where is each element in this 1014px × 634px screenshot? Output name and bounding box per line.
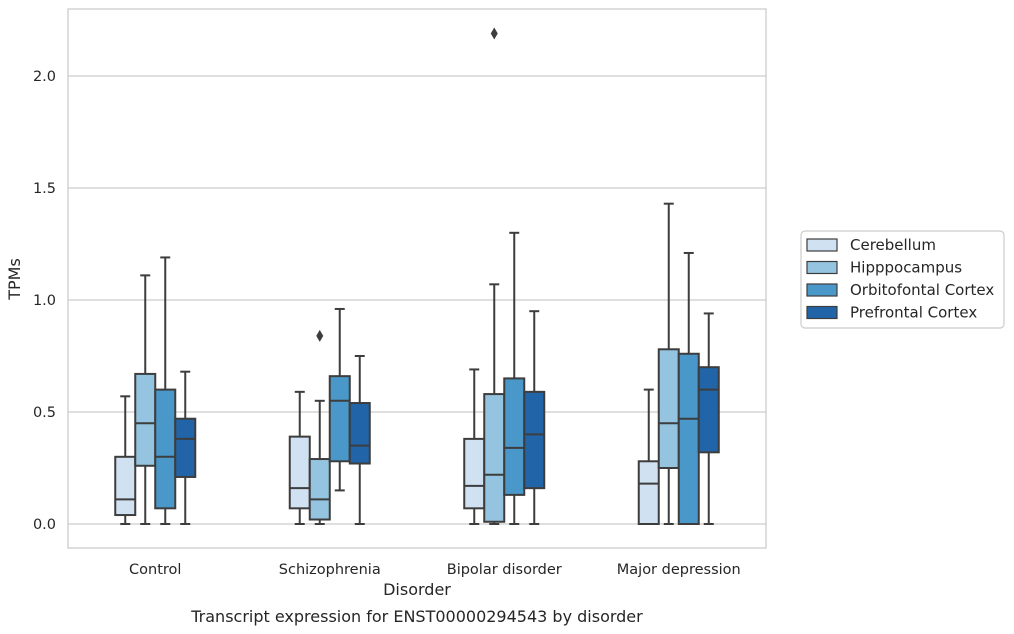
y-tick-label: 2.0 [33,69,56,85]
box [114,395,137,525]
box-body [328,375,351,463]
box [308,329,331,525]
box-body [483,393,506,523]
box [697,312,720,525]
box [154,256,177,525]
y-tick-labels: 0.0 0.5 1.0 1.5 2.0 [33,69,56,533]
box-body [697,366,720,454]
box-body [174,417,197,478]
box [174,370,197,525]
box [288,390,311,525]
legend-swatch [806,238,838,252]
legend-frame [800,230,1005,329]
outlier-point [316,329,324,342]
legend: Cerebellum Hipppocampus Orbitofontal Corte… [800,230,1005,329]
x-axis-label: Disorder [383,580,451,599]
box [523,310,546,525]
box-body [288,435,311,510]
legend-swatch [806,260,838,275]
box-body [503,377,526,496]
box-body [637,460,660,525]
box-body [677,352,700,526]
box-body [114,455,137,517]
legend-label: Prefrontal Cortex [850,304,977,322]
x-tick-label: Bipolar disorder [447,562,562,578]
plot-frame [67,8,767,549]
x-tick-labels: Control Schizophrenia Bipolar disorder Majo… [129,562,741,578]
box [328,307,351,492]
y-tick-label: 0.0 [33,517,56,533]
box-body [463,437,486,510]
box-body [523,390,546,490]
y-tick-label: 1.0 [33,293,56,309]
box-body [134,372,157,467]
legend-label: Orbitofontal Cortex [850,281,994,299]
y-tick-label: 0.5 [33,405,56,421]
chart-title: Transcript expression for ENST0000029454… [190,607,643,626]
box-body [348,402,371,465]
box [348,355,371,525]
x-tick-label: Control [129,562,181,578]
box-group [114,27,720,526]
y-tick-label: 1.5 [33,181,56,197]
outlier-point [490,27,498,40]
legend-swatch [806,283,838,297]
legend-swatch [806,305,838,320]
legend-label: Hipppocampus [850,259,962,277]
box [637,388,660,525]
box-body [154,388,177,510]
legend-label: Cerebellum [850,236,936,254]
box-body [657,348,680,469]
box-body [308,458,331,521]
y-axis-label: TPMs [5,258,24,301]
x-tick-label: Schizophrenia [279,562,381,578]
x-tick-label: Major depression [617,562,741,578]
box [134,274,157,525]
